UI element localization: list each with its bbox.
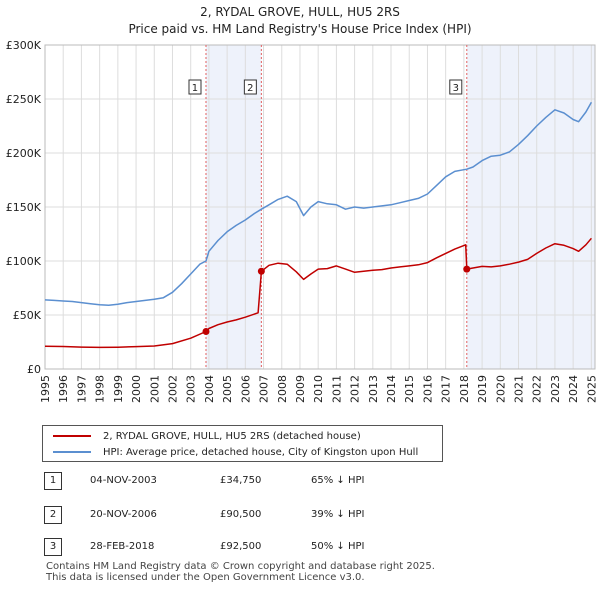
x-tick-label: 2021 [513, 375, 526, 403]
sale-hpi-diff: 39% ↓ HPI [311, 509, 365, 520]
x-tick-label: 2000 [130, 375, 143, 403]
x-tick-label: 1997 [75, 375, 88, 403]
x-tick-label: 2014 [385, 375, 398, 403]
footer-license: This data is licensed under the Open Gov… [46, 572, 365, 583]
x-tick-label: 2009 [294, 375, 307, 403]
x-tick-label: 2013 [367, 375, 380, 403]
x-tick-label: 2008 [276, 375, 289, 403]
footer-copyright: Contains HM Land Registry data © Crown c… [46, 561, 435, 572]
sale-point [463, 265, 471, 273]
chart-title: 2, RYDAL GROVE, HULL, HU5 2RS [200, 5, 400, 19]
sale-number-badge: 2 [44, 506, 62, 524]
sale-price: £90,500 [220, 509, 262, 520]
x-tick-label: 2012 [349, 375, 362, 403]
legend-swatch-hpi [53, 451, 91, 453]
sale-price: £92,500 [220, 541, 262, 552]
x-tick-label: 2019 [476, 375, 489, 403]
legend: 2, RYDAL GROVE, HULL, HU5 2RS (detached … [42, 425, 443, 462]
x-tick-label: 2025 [585, 375, 598, 403]
sale-row: 3 28-FEB-2018 £92,500 50% ↓ HPI [44, 538, 444, 558]
y-tick-label: £300K [6, 39, 42, 52]
x-tick-label: 2002 [166, 375, 179, 403]
sale-date: 28-FEB-2018 [90, 541, 155, 552]
x-tick-label: 2007 [258, 375, 271, 403]
sale-hpi-diff: 50% ↓ HPI [311, 541, 365, 552]
y-tick-label: £50K [13, 309, 42, 322]
sale-number-badge: 1 [44, 472, 62, 490]
sale-marker-label: 3 [453, 83, 459, 94]
sale-date: 20-NOV-2006 [90, 509, 157, 520]
footer: Contains HM Land Registry data © Crown c… [46, 561, 435, 583]
sale-point [257, 267, 265, 275]
x-tick-label: 2016 [421, 375, 434, 403]
y-tick-label: £200K [6, 147, 42, 160]
x-tick-label: 1995 [39, 375, 52, 403]
x-tick-label: 2017 [440, 375, 453, 403]
x-tick-label: 2024 [567, 375, 580, 403]
sale-price: £34,750 [220, 475, 262, 486]
x-tick-label: 1999 [112, 375, 125, 403]
x-tick-label: 2020 [494, 375, 507, 403]
x-tick-label: 2003 [185, 375, 198, 403]
sale-marker-badge [188, 79, 202, 95]
y-tick-label: £100K [6, 255, 42, 268]
x-tick-label: 1996 [57, 375, 70, 403]
x-tick-label: 2011 [330, 375, 343, 403]
x-tick-label: 2001 [148, 375, 161, 403]
sale-marker-badge [449, 79, 463, 95]
chart-subtitle: Price paid vs. HM Land Registry's House … [128, 22, 472, 36]
y-tick-label: £0 [27, 363, 41, 376]
sale-date: 04-NOV-2003 [90, 475, 157, 486]
sale-point [202, 327, 210, 335]
sale-row: 1 04-NOV-2003 £34,750 65% ↓ HPI [44, 472, 444, 492]
y-tick-label: £150K [6, 201, 42, 214]
x-tick-label: 2018 [458, 375, 471, 403]
sale-number-badge: 3 [44, 538, 62, 556]
price-chart: £0 £50K £100K £150K £200K £250K £300K 1995 1996 1… [6, 39, 599, 403]
legend-label-hpi: HPI: Average price, detached house, City… [103, 446, 419, 458]
sale-row: 2 20-NOV-2006 £90,500 39% ↓ HPI [44, 506, 444, 526]
x-tick-label: 2022 [531, 375, 544, 403]
x-tick-label: 2010 [312, 375, 325, 403]
legend-swatch-property [53, 435, 91, 437]
sale-hpi-diff: 65% ↓ HPI [311, 475, 365, 486]
legend-item-hpi: HPI: Average price, detached house, City… [43, 444, 418, 460]
sale-marker-label: 2 [247, 83, 253, 94]
x-tick-label: 2006 [239, 375, 252, 403]
hpi-series-line [44, 101, 593, 307]
x-tick-label: 2005 [221, 375, 234, 403]
plot-border [44, 44, 596, 370]
x-tick-label: 1998 [94, 375, 107, 403]
y-tick-label: £250K [6, 93, 42, 106]
sale-marker-label: 1 [192, 83, 198, 94]
x-tick-label: 2015 [403, 375, 416, 403]
legend-item-property: 2, RYDAL GROVE, HULL, HU5 2RS (detached … [43, 428, 361, 444]
x-tick-label: 2023 [549, 375, 562, 403]
x-tick-label: 2004 [203, 375, 216, 403]
sale-marker-badge [243, 79, 257, 95]
legend-label-property: 2, RYDAL GROVE, HULL, HU5 2RS (detached … [103, 430, 361, 442]
